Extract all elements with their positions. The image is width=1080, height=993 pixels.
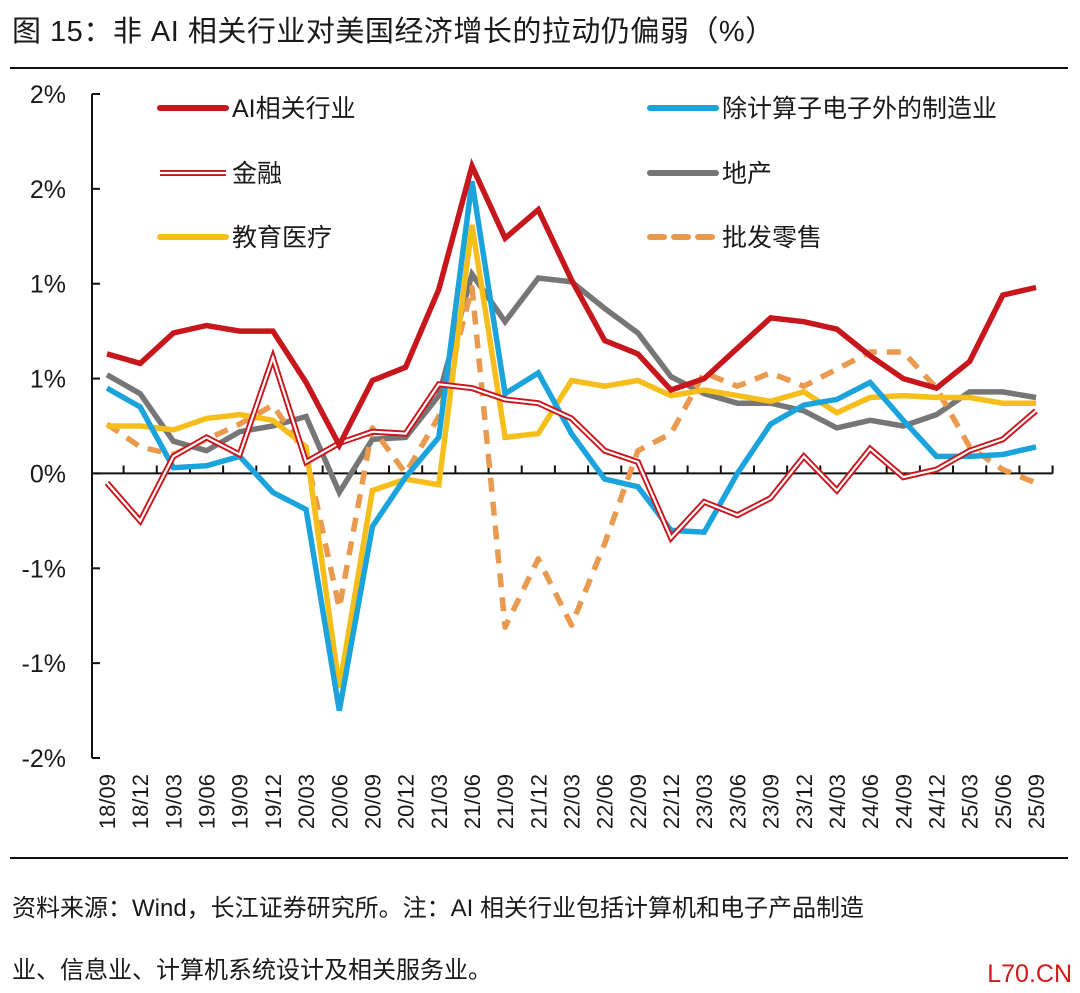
- legend-label: 金融: [232, 160, 282, 188]
- series-5: [105, 284, 1038, 630]
- x-tick-label: 19/06: [195, 774, 220, 829]
- x-tick-label: 20/09: [360, 774, 385, 829]
- legend-item: 地产: [647, 160, 772, 188]
- x-tick-label: 22/12: [659, 774, 684, 829]
- source-note-line-2: 业、信息业、计算机系统设计及相关服务业。: [12, 957, 492, 984]
- y-tick-label: 1%: [30, 366, 66, 394]
- x-tick-label: 20/03: [294, 774, 319, 829]
- series-line-inner: [106, 354, 1037, 540]
- series-line: [105, 284, 1038, 630]
- x-tick-label: 23/03: [692, 774, 717, 829]
- y-tick-label: -1%: [22, 650, 66, 678]
- x-tick-label: 22/03: [560, 774, 585, 829]
- series-1: [105, 180, 1037, 712]
- series-0: [106, 158, 1037, 451]
- axes: 2% 2% 1% 1% 0% -1% -1% -2% 18/09 18/12 19/03 19/06 1…: [22, 81, 1054, 829]
- x-tick-label: 19/12: [261, 774, 286, 829]
- x-tick-label: 19/03: [161, 774, 186, 829]
- bottom-divider: [10, 857, 1068, 859]
- x-tick-label: 25/06: [991, 774, 1016, 829]
- legend-label: 教育医疗: [232, 224, 332, 252]
- series-line: [107, 224, 1036, 689]
- series-line: [105, 180, 1037, 712]
- y-tick-label: 2%: [30, 176, 66, 204]
- y-tick-label: -2%: [22, 745, 66, 773]
- x-tick-label: 25/09: [1024, 774, 1049, 829]
- legend-label: 除计算子电子外的制造业: [722, 95, 997, 123]
- x-tick-label: 19/09: [228, 774, 253, 829]
- x-tick-label: 24/09: [891, 774, 916, 829]
- x-tick-label: 23/12: [792, 774, 817, 829]
- legend-label: 批发零售: [722, 224, 822, 252]
- x-tick-label: 21/03: [427, 774, 452, 829]
- series-layer: [104, 158, 1038, 712]
- legend-item: 除计算子电子外的制造业: [647, 95, 997, 123]
- series-4: [107, 224, 1036, 689]
- x-tick-label: 21/09: [493, 774, 518, 829]
- x-tick-label: 22/09: [626, 774, 651, 829]
- x-tick-label: 24/06: [858, 774, 883, 829]
- x-tick-label: 23/09: [759, 774, 784, 829]
- x-tick-label: 21/06: [460, 774, 485, 829]
- y-tick-label: 1%: [30, 271, 66, 299]
- series-2: [104, 348, 1038, 544]
- series-line: [106, 158, 1037, 451]
- legend-item: 批发零售: [647, 224, 822, 252]
- x-tick-label: 24/03: [825, 774, 850, 829]
- x-tick-label: 22/06: [593, 774, 618, 829]
- x-tick-label: 20/12: [394, 774, 419, 829]
- legend-label: 地产: [722, 160, 772, 188]
- line-chart: 2% 2% 1% 1% 0% -1% -1% -2% 18/09 18/12 19/03 19/06 1…: [22, 81, 1054, 829]
- x-tick-label: 25/03: [958, 774, 983, 829]
- watermark: L70.CN: [987, 960, 1072, 988]
- x-tick-label: 18/12: [128, 774, 153, 829]
- x-tick-label: 24/12: [924, 774, 949, 829]
- source-note-line-1: 资料来源：Wind，长江证券研究所。注：AI 相关行业包括计算机和电子产品制造: [12, 895, 865, 922]
- x-tick-label: 20/06: [327, 774, 352, 829]
- y-tick-label: 2%: [30, 81, 66, 109]
- legend-item: 金融: [160, 160, 282, 188]
- x-tick-label: 23/06: [725, 774, 750, 829]
- legend-label: AI相关行业: [232, 95, 356, 123]
- y-tick-label: 0%: [30, 460, 66, 488]
- chart-title: 图 15：非 AI 相关行业对美国经济增长的拉动仍偏弱（%）: [12, 16, 775, 48]
- x-tick-label: 21/12: [526, 774, 551, 829]
- top-divider: [10, 67, 1068, 69]
- legend-item: 教育医疗: [157, 224, 332, 252]
- y-tick-label: -1%: [22, 555, 66, 583]
- legend-item: AI相关行业: [157, 95, 356, 123]
- x-tick-label: 18/09: [95, 774, 120, 829]
